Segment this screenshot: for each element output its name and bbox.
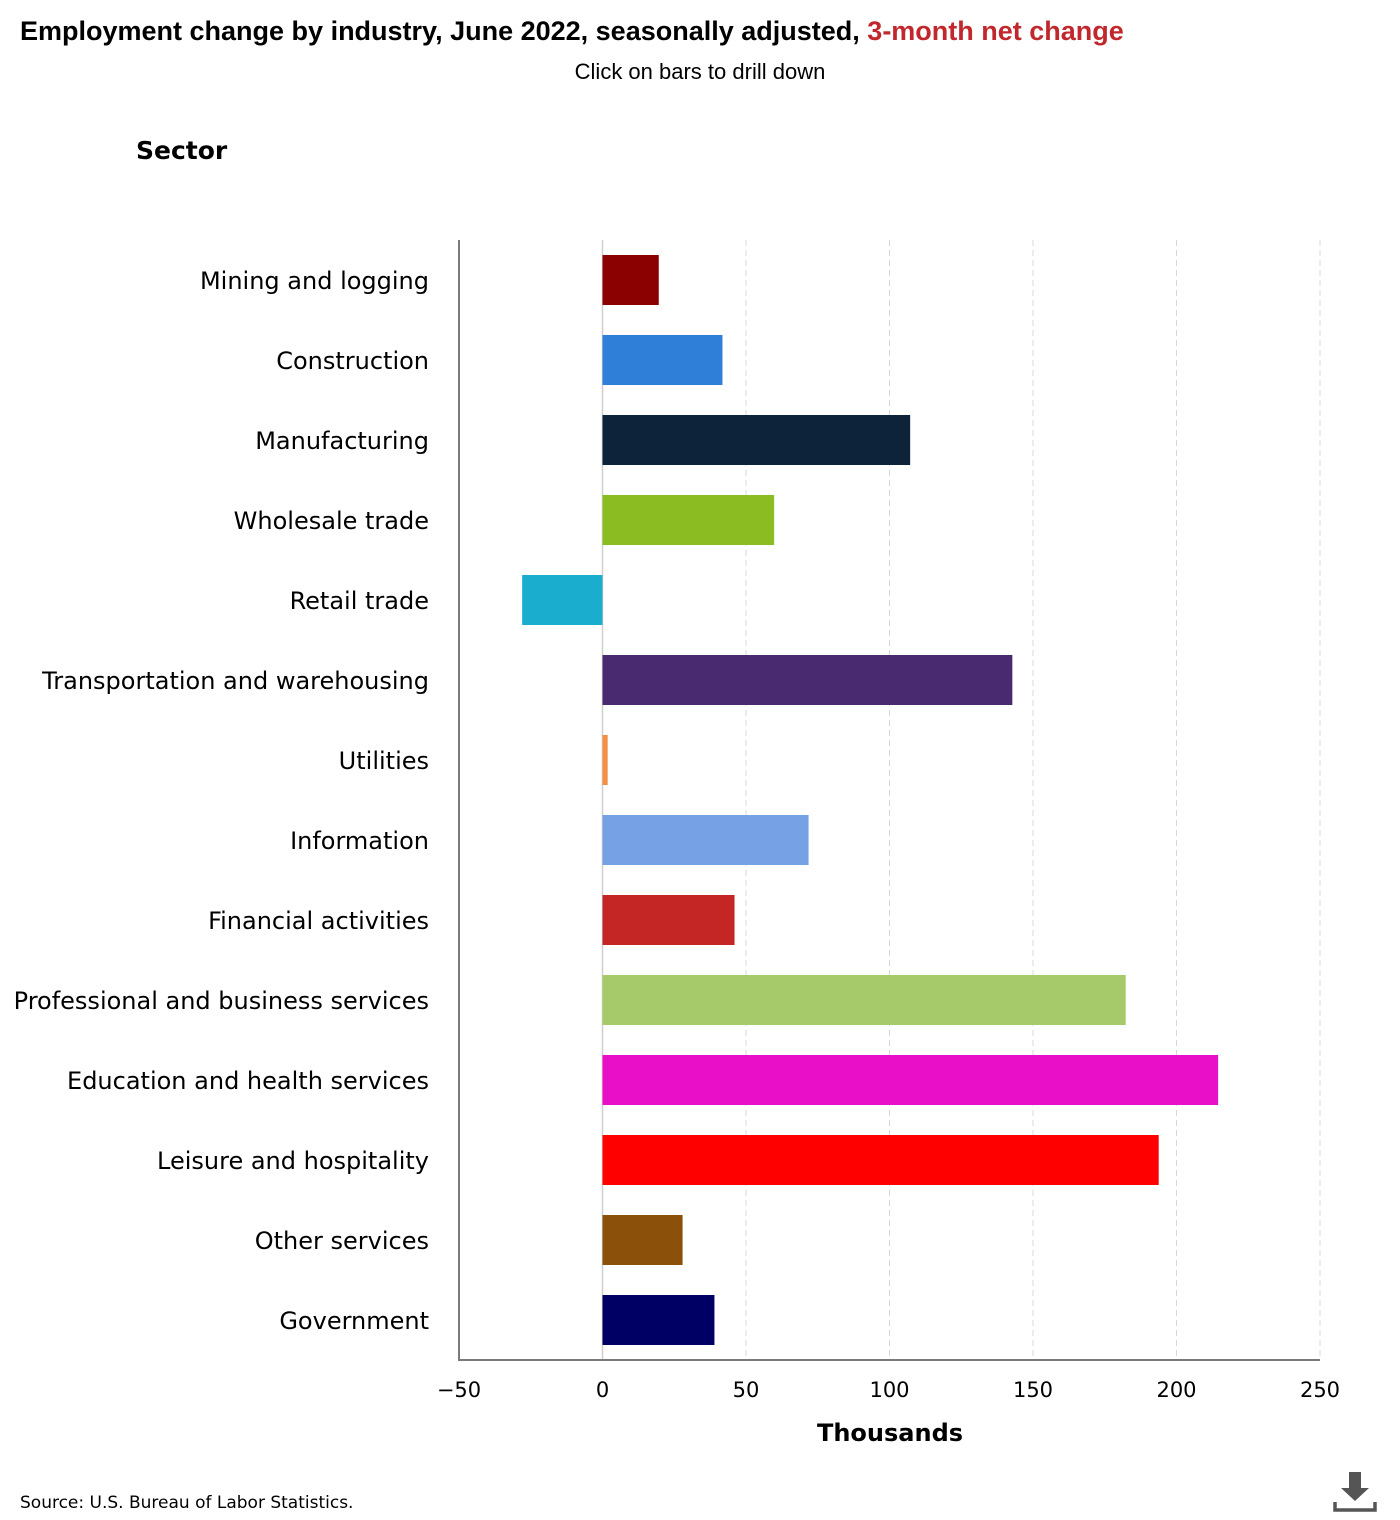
chart-title: Employment change by industry, June 2022… [20,16,1124,47]
x-tick-label-4: 100 [869,1378,909,1402]
y-tick-label-2: Construction [276,347,429,375]
bars [522,255,1219,1345]
bar-10[interactable] [602,975,1126,1025]
x-axis-labels: −50 0 50 100 150 200 250 [437,1378,1340,1402]
x-tick-label-6: 200 [1156,1378,1196,1402]
bar-4[interactable] [602,495,775,545]
x-tick-label-7: 250 [1300,1378,1340,1402]
source-note: Source: U.S. Bureau of Labor Statistics. [20,1493,354,1513]
y-tick-label-1: Mining and logging [200,267,429,295]
y-tick-label-3: Manufacturing [255,427,429,455]
y-tick-label-14: Government [279,1307,429,1335]
y-tick-label-12: Leisure and hospitality [157,1147,429,1175]
y-tick-label-10: Professional and business services [14,987,429,1015]
y-tick-label-5: Retail trade [290,587,429,615]
axes [458,240,1320,1361]
x-tick-label-3: 50 [733,1378,760,1402]
grid-lines [745,240,1321,1360]
y-tick-label-4: Wholesale trade [234,507,429,535]
y-tick-label-7: Utilities [339,747,429,775]
y-tick-label-13: Other services [255,1227,429,1255]
bar-5[interactable] [522,575,603,625]
chart-subtitle: Click on bars to drill down [574,59,826,84]
y-tick-label-6: Transportation and warehousing [41,667,429,695]
y-tick-label-11: Education and health services [67,1067,429,1095]
bar-13[interactable] [602,1215,683,1265]
bar-11[interactable] [602,1055,1219,1105]
bar-2[interactable] [602,335,723,385]
y-tick-label-8: Information [290,827,429,855]
bar-chart: Mining and logging Construction Manufactur… [14,240,1340,1447]
x-tick-label-1: −50 [437,1378,481,1402]
chart-title-highlight[interactable]: 3-month net change [867,16,1124,46]
bar-8[interactable] [602,815,809,865]
bar-1[interactable] [602,255,659,305]
y-tick-label-9: Financial activities [208,907,429,935]
x-axis-title: Thousands [817,1419,963,1447]
y-axis-labels: Mining and logging Construction Manufactur… [14,267,429,1335]
bar-14[interactable] [602,1295,715,1345]
bar-7[interactable] [602,735,608,785]
bar-6[interactable] [602,655,1013,705]
bar-12[interactable] [602,1135,1159,1185]
x-tick-label-2: 0 [596,1378,609,1402]
chart-title-main: Employment change by industry, June 2022… [20,16,860,46]
bar-9[interactable] [602,895,735,945]
download-button[interactable] [1332,1468,1378,1514]
bar-3[interactable] [602,415,911,465]
download-icon [1333,1472,1377,1512]
y-axis-title: Sector [136,136,228,165]
x-tick-label-5: 150 [1013,1378,1053,1402]
